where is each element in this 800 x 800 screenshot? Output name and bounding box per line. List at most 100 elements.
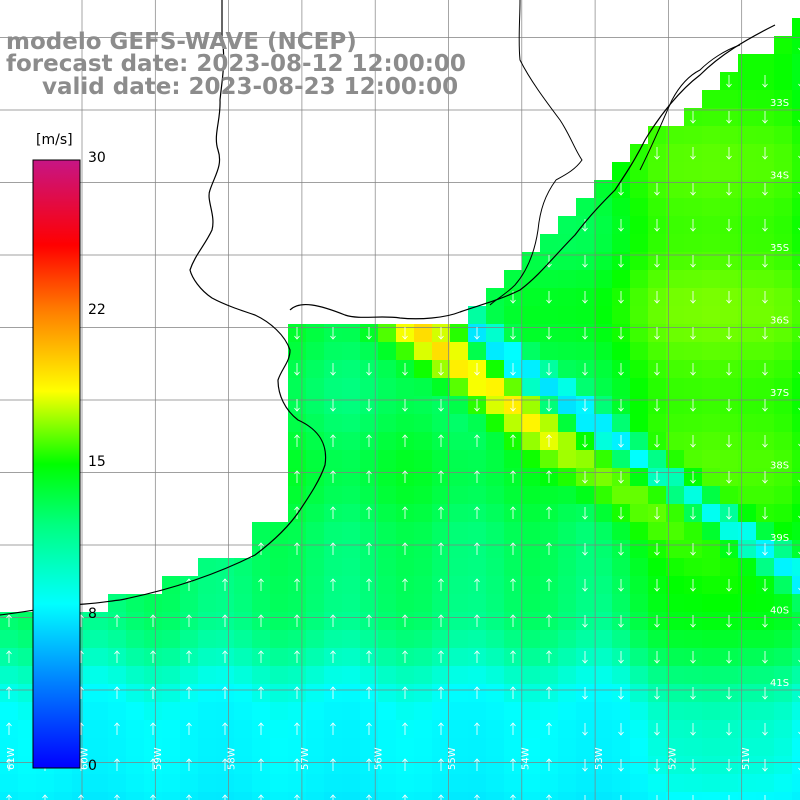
wind-cell — [666, 198, 685, 217]
wind-cell — [792, 198, 800, 217]
wind-cell — [216, 594, 235, 613]
wind-cell — [684, 342, 703, 361]
wind-cell — [558, 576, 577, 595]
wind-cell — [378, 666, 397, 685]
wind-arrow-head — [294, 506, 300, 511]
wind-arrow-head — [690, 335, 696, 340]
wind-arrow-head — [546, 758, 552, 763]
wind-arrow-head — [366, 407, 372, 412]
wind-cell — [468, 594, 487, 613]
wind-cell — [198, 774, 217, 793]
wind-cell — [666, 522, 685, 541]
wind-cell — [684, 630, 703, 649]
wind-cell — [288, 378, 307, 397]
wind-cell — [504, 738, 523, 757]
wind-arrow-head — [510, 794, 516, 799]
wind-cell — [126, 684, 145, 703]
wind-arrow-head — [762, 443, 768, 448]
wind-cell — [162, 594, 181, 613]
wind-cell — [630, 198, 649, 217]
lon-label: 60W — [80, 747, 91, 770]
wind-cell — [414, 396, 433, 415]
wind-cell — [306, 720, 325, 739]
wind-arrow-head — [798, 767, 800, 771]
wind-cell — [792, 36, 800, 55]
wind-arrow-head — [474, 434, 480, 439]
wind-cell — [396, 414, 415, 433]
wind-cell — [252, 774, 271, 793]
wind-cell — [738, 792, 757, 800]
wind-cell — [450, 342, 469, 361]
wind-cell — [144, 774, 163, 793]
wind-cell — [756, 306, 775, 325]
wind-arrow-head — [690, 659, 696, 664]
wind-arrow-head — [582, 335, 588, 340]
wind-cell — [540, 378, 559, 397]
wind-cell — [288, 486, 307, 505]
wind-cell — [594, 396, 613, 415]
wind-cell — [720, 630, 739, 649]
wind-cell — [792, 108, 800, 127]
wind-arrow-head — [222, 686, 228, 691]
wind-cell — [702, 486, 721, 505]
wind-cell — [630, 450, 649, 469]
wind-cell — [234, 648, 253, 667]
wind-arrow-head — [258, 794, 264, 799]
wind-cell — [324, 450, 343, 469]
wind-cell — [270, 558, 289, 577]
wind-cell — [630, 414, 649, 433]
wind-cell — [594, 576, 613, 595]
wind-cell — [432, 666, 451, 685]
wind-cell — [270, 612, 289, 631]
wind-cell — [702, 306, 721, 325]
wind-arrow-head — [726, 695, 732, 700]
wind-cell — [126, 612, 145, 631]
wind-cell — [486, 468, 505, 487]
wind-cell — [702, 180, 721, 199]
wind-cell — [774, 144, 793, 163]
lon-label: 57W — [300, 747, 311, 770]
wind-cell — [288, 594, 307, 613]
wind-cell — [504, 558, 523, 577]
wind-cell — [378, 756, 397, 775]
wind-cell — [594, 630, 613, 649]
wind-cell — [666, 450, 685, 469]
wind-cell — [666, 162, 685, 181]
wind-cell — [414, 612, 433, 631]
wind-cell — [648, 414, 667, 433]
wind-cell — [396, 774, 415, 793]
wind-cell — [468, 558, 487, 577]
wind-cell — [630, 792, 649, 800]
wind-cell — [198, 792, 217, 800]
wind-cell — [792, 306, 800, 325]
wind-cell — [558, 522, 577, 541]
wind-cell — [756, 270, 775, 289]
wind-cell — [648, 342, 667, 361]
wind-cell — [738, 684, 757, 703]
wind-cell — [774, 306, 793, 325]
wind-arrow-head — [330, 722, 336, 727]
wind-cell — [414, 342, 433, 361]
wind-arrow-head — [582, 227, 588, 232]
wind-cell — [162, 756, 181, 775]
wind-arrow-head — [762, 371, 768, 376]
lon-label: 61W — [6, 747, 17, 770]
wind-arrow-head — [726, 659, 732, 664]
wind-cell — [594, 774, 613, 793]
wind-arrow-head — [474, 578, 480, 583]
wind-cell — [144, 738, 163, 757]
wind-cell — [594, 324, 613, 343]
wind-cell — [540, 738, 559, 757]
wind-arrow-head — [150, 794, 156, 799]
wind-cell — [756, 594, 775, 613]
wind-cell — [522, 288, 541, 307]
wind-cell — [414, 360, 433, 379]
wind-arrow-head — [762, 155, 768, 160]
wind-arrow-head — [186, 722, 192, 727]
wind-arrow-head — [690, 263, 696, 268]
wind-cell — [630, 342, 649, 361]
wind-arrow-head — [510, 614, 516, 619]
wind-arrow-head — [618, 299, 624, 304]
wind-cell — [306, 666, 325, 685]
